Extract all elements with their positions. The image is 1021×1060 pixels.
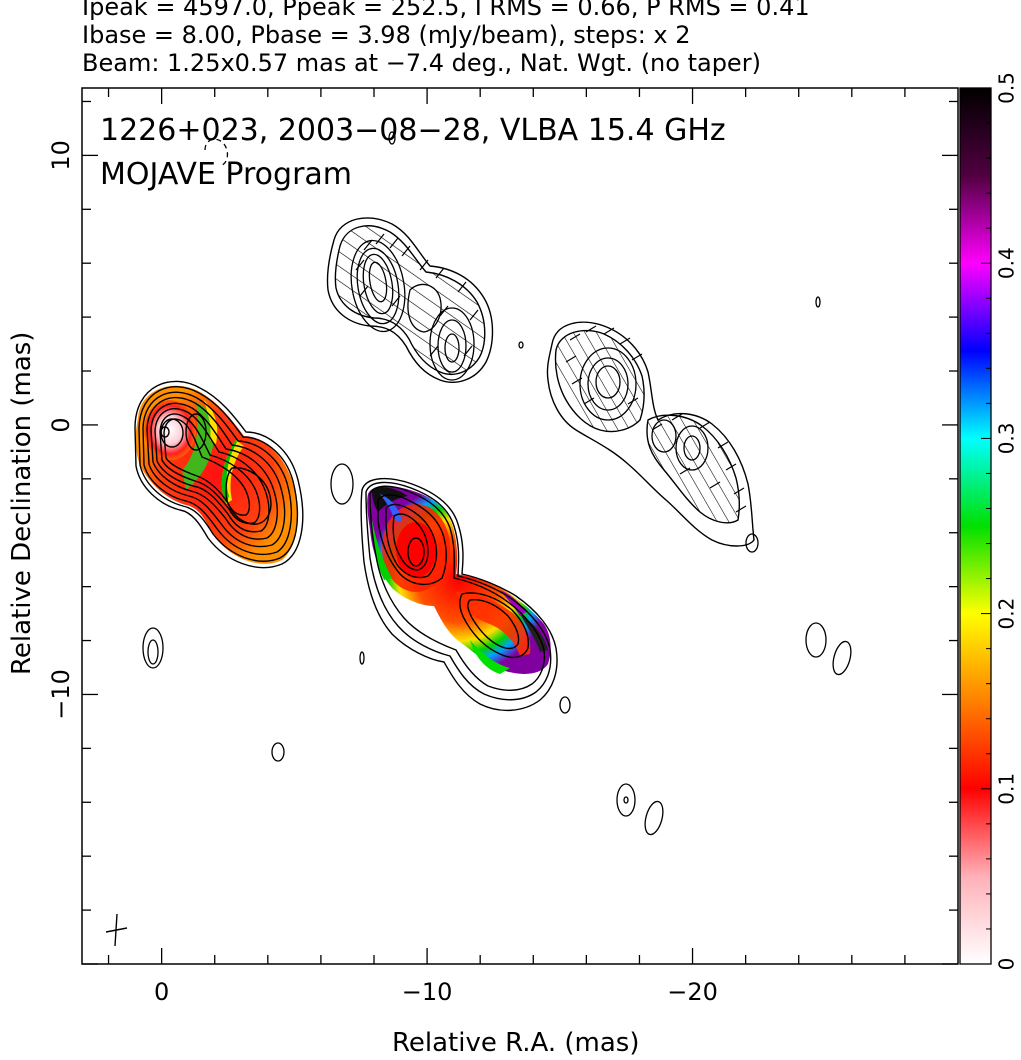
colorbar-tick-label: 0 <box>995 958 1019 971</box>
x-tick-label: −20 <box>667 978 718 1006</box>
x-axis-label: Relative R.A. (mas) <box>392 1028 640 1058</box>
panel-polarized-intensity-1 <box>326 217 494 383</box>
colorbar-tick-label: 0.3 <box>995 422 1019 454</box>
panel-polarized-intensity-2 <box>546 321 755 547</box>
colorbar-tick-label: 0.1 <box>995 773 1019 805</box>
chart-subtitle: MOJAVE Program <box>100 157 352 192</box>
map-layer <box>105 131 852 947</box>
header-line-2: Ibase = 8.00, Pbase = 3.98 (mJy/beam), s… <box>82 21 691 49</box>
y-tick-label: 10 <box>47 140 75 171</box>
chart-title: 1226+023, 2003−08−28, VLBA 15.4 GHz <box>100 113 726 148</box>
colorbar-tick-label: 0.4 <box>995 247 1019 279</box>
y-axis-ticks: 10 0 −10 <box>47 100 958 965</box>
header-line-1: Ipeak = 4597.0, Ppeak = 252.5, I RMS = 0… <box>82 0 810 21</box>
y-tick-label: 0 <box>47 417 75 432</box>
header-line-3: Beam: 1.25x0.57 mas at −7.4 deg., Nat. W… <box>82 49 761 77</box>
plot-frame <box>81 87 959 965</box>
x-tick-label: 0 <box>154 978 169 1006</box>
colorbar-tick-label: 0.2 <box>995 598 1019 630</box>
colorbar-tick-label: 0.5 <box>995 72 1019 104</box>
panel-total-intensity-1 <box>134 380 304 569</box>
noise-contours <box>142 131 852 836</box>
frame-layer <box>81 87 959 965</box>
y-axis-label: Relative Declination (mas) <box>7 331 37 675</box>
colorbar-scale <box>959 87 992 965</box>
panel-total-intensity-2 <box>360 477 558 712</box>
x-axis-ticks: 0 −10 −20 <box>107 88 906 1006</box>
x-tick-label: −10 <box>402 978 453 1006</box>
y-tick-label: −10 <box>47 669 75 720</box>
colorbar: 0 0.1 0.2 0.3 0.4 0.5 <box>959 72 1019 971</box>
beam-marker <box>105 913 128 947</box>
